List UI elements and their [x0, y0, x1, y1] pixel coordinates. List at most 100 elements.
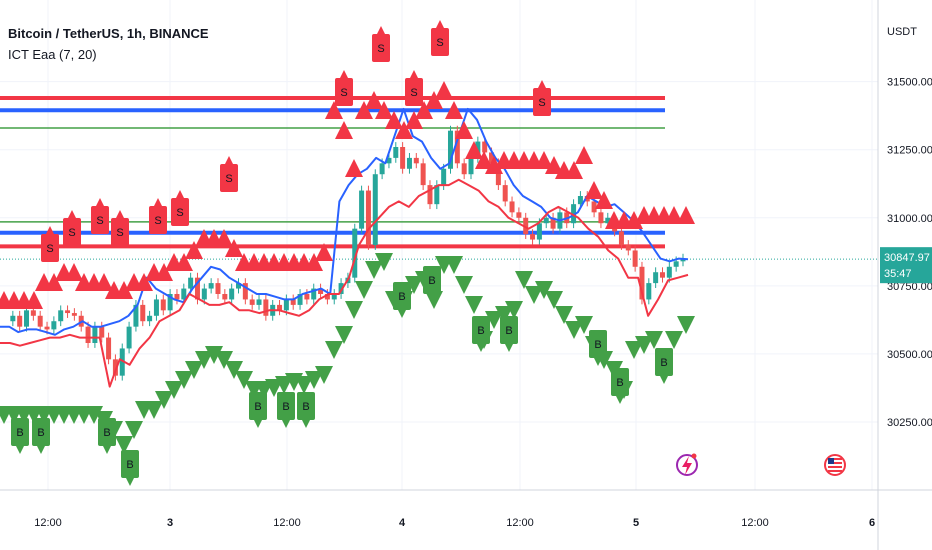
ema-slow-line — [0, 178, 689, 388]
buy-triangle — [535, 281, 553, 299]
sell-triangle — [545, 156, 563, 174]
sell-triangle — [625, 211, 643, 229]
moving-averages — [0, 107, 689, 388]
sell-triangle — [185, 241, 203, 259]
buy-label-box — [500, 316, 518, 344]
symbol-title[interactable]: Bitcoin / TetherUS, 1h, BINANCE — [8, 26, 209, 41]
sell-label: S — [431, 20, 449, 56]
buy-label-box — [297, 392, 315, 420]
sell-triangle — [385, 111, 403, 129]
candle-body — [153, 299, 159, 316]
sell-label-tail — [176, 190, 184, 198]
candle-body — [160, 299, 166, 311]
sell-triangle — [345, 159, 363, 177]
sell-triangle — [475, 151, 493, 169]
buy-label-text: B — [126, 459, 133, 471]
sell-triangle — [315, 243, 333, 261]
candle-body — [338, 283, 344, 294]
buy-label-tail — [616, 396, 624, 404]
candle-body — [65, 310, 71, 314]
buy-label-text: B — [428, 275, 435, 287]
buy-label-tail — [477, 344, 485, 352]
sell-triangle — [305, 253, 323, 271]
candle-body — [167, 294, 173, 311]
buy-triangle — [375, 253, 393, 271]
buy-triangle — [665, 331, 683, 349]
buy-label-box — [611, 368, 629, 396]
buy-triangle — [175, 371, 193, 389]
indicator-legend[interactable]: ICT Eaa (7, 20) — [8, 47, 97, 62]
sell-triangle — [445, 101, 463, 119]
sell-label: S — [111, 210, 129, 246]
sell-label-box — [149, 206, 167, 234]
candle-body — [181, 288, 187, 300]
buy-triangle — [445, 256, 463, 274]
candle-body — [447, 130, 453, 169]
sell-label-tail — [46, 226, 54, 234]
x-tick-label: 12:00 — [741, 517, 769, 529]
sell-label: S — [41, 226, 59, 262]
sell-label: S — [335, 70, 353, 106]
candle-body — [194, 277, 200, 300]
buy-triangle — [355, 281, 373, 299]
candle-body — [489, 152, 495, 164]
buy-label: B — [297, 392, 315, 428]
buy-triangle — [405, 276, 423, 294]
buy-label: B — [500, 316, 518, 352]
sell-triangle — [435, 81, 453, 99]
x-tick-label: 6 — [869, 517, 875, 529]
buy-triangle — [205, 346, 223, 364]
candle-body — [71, 313, 77, 316]
buy-triangle — [265, 379, 283, 397]
candle-body — [427, 185, 433, 205]
sell-triangle — [665, 206, 683, 224]
candle-body — [324, 294, 330, 300]
buy-label: B — [277, 392, 295, 428]
buy-triangle — [235, 371, 253, 389]
lightning-icon-dot — [691, 453, 697, 459]
candle-body — [618, 231, 624, 245]
candle-body — [666, 266, 672, 278]
candle-body — [208, 283, 214, 289]
buy-triangle — [165, 381, 183, 399]
sell-triangle — [395, 121, 413, 139]
candle-body — [434, 185, 440, 205]
buy-triangle — [505, 301, 523, 319]
us-flag-icon — [824, 454, 846, 476]
candle-body — [85, 326, 91, 343]
sell-label: S — [533, 80, 551, 116]
buy-label-box — [32, 418, 50, 446]
sell-triangle — [25, 291, 43, 309]
buy-triangle — [485, 311, 503, 329]
sell-label-box — [171, 198, 189, 226]
sell-label-box — [533, 88, 551, 116]
candle-body — [126, 326, 132, 349]
candle-body — [174, 294, 180, 300]
us-flag-stripe — [828, 470, 842, 472]
buy-label-box — [249, 392, 267, 420]
sell-triangle — [225, 239, 243, 257]
buy-label: B — [472, 316, 490, 352]
candle-body — [509, 201, 515, 213]
candle-body — [290, 299, 296, 305]
sell-label-box — [405, 78, 423, 106]
sell-triangle — [677, 206, 695, 224]
buy-label: B — [393, 282, 411, 318]
buy-label-box — [277, 392, 295, 420]
candle-body — [393, 147, 399, 158]
sell-label-text: S — [340, 87, 347, 99]
buy-label-tail — [398, 310, 406, 318]
sell-triangle — [155, 263, 173, 281]
candle-body — [242, 283, 248, 300]
y-tick-label: 30250.00 — [887, 417, 932, 429]
candle-body — [304, 294, 310, 300]
candle-body — [516, 212, 522, 218]
buy-triangle — [525, 286, 543, 304]
chart-grid — [0, 0, 878, 490]
buy-label-box — [655, 348, 673, 376]
x-tick-label: 3 — [167, 517, 173, 529]
candle-body — [30, 310, 36, 316]
currency-label[interactable]: USDT — [887, 26, 917, 38]
